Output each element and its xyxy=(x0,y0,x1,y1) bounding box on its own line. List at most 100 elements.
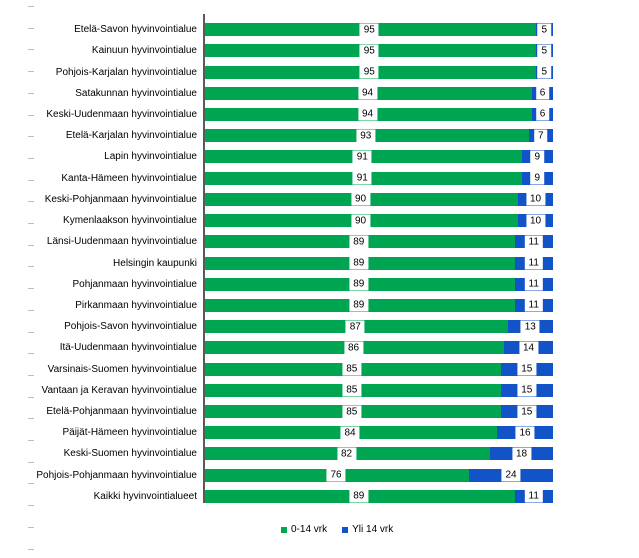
category-label: Helsingin kaupunki xyxy=(113,257,197,269)
bar-track: 95 5 xyxy=(203,44,553,58)
bar-track: 89 11 xyxy=(203,256,553,270)
value-label-yli-14-vrk: 9 xyxy=(530,150,545,164)
bar-track: 94 6 xyxy=(203,107,553,121)
edge-tick xyxy=(28,418,34,420)
category-label: Länsi-Uudenmaan hyvinvointialue xyxy=(46,236,197,248)
edge-tick xyxy=(28,266,34,268)
value-label-yli-14-vrk: 16 xyxy=(515,426,535,440)
bar-row: Kymenlaakson hyvinvointialue 90 10 xyxy=(0,210,639,231)
chart-rows: Etelä-Savon hyvinvointialue 95 5 Kainuun hy… xyxy=(0,19,639,507)
legend-swatch-icon xyxy=(342,526,349,533)
edge-tick xyxy=(28,92,34,94)
value-label-0-14-vrk: 90 xyxy=(350,192,371,206)
value-label-yli-14-vrk: 13 xyxy=(520,320,540,334)
legend: 0-14 vrk Yli 14 vrk xyxy=(281,524,393,535)
legend-item: 0-14 vrk xyxy=(281,524,327,535)
bar-track: 86 14 xyxy=(203,341,553,355)
bar-row: Pohjois-Karjalan hyvinvointialue 95 5 xyxy=(0,61,639,82)
value-label-0-14-vrk: 82 xyxy=(336,447,357,461)
edge-tick xyxy=(28,223,34,224)
category-label: Keski-Suomen hyvinvointialue xyxy=(63,448,197,460)
bar-track: 89 11 xyxy=(203,489,553,503)
value-label-0-14-vrk: 76 xyxy=(326,468,346,482)
value-label-0-14-vrk: 95 xyxy=(359,65,379,79)
bar-track: 85 15 xyxy=(203,383,553,397)
edge-tick xyxy=(28,374,34,376)
edge-tick xyxy=(28,331,34,333)
edge-tick xyxy=(28,288,34,290)
edge-tick xyxy=(28,440,34,441)
category-label: Kymenlaakson hyvinvointialue xyxy=(63,215,197,227)
edge-tick xyxy=(28,396,34,398)
edge-tick xyxy=(28,114,34,116)
value-label-0-14-vrk: 87 xyxy=(345,320,365,334)
value-label-yli-14-vrk: 14 xyxy=(518,341,539,355)
bar-row: Keski-Suomen hyvinvointialue 82 18 xyxy=(0,443,639,464)
bar-row: Vantaan ja Keravan hyvinvointialue 85 15 xyxy=(0,380,639,401)
value-label-yli-14-vrk: 10 xyxy=(525,214,546,228)
bar-row: Kaikki hyvinvointialueet 89 11 xyxy=(0,486,639,507)
bar-row: Keski-Uudenmaan hyvinvointialue 94 6 xyxy=(0,104,639,125)
value-label-yli-14-vrk: 5 xyxy=(537,44,552,58)
bar-track: 82 18 xyxy=(203,447,553,461)
value-label-0-14-vrk: 85 xyxy=(342,362,362,376)
bar-row: Lapin hyvinvointialue 91 9 xyxy=(0,146,639,167)
category-label: Keski-Uudenmaan hyvinvointialue xyxy=(46,108,197,120)
bar-row: Pohjois-Pohjanmaan hyvinvointialue 76 24 xyxy=(0,465,639,486)
value-label-0-14-vrk: 89 xyxy=(349,489,369,503)
value-label-0-14-vrk: 91 xyxy=(352,171,372,185)
category-label: Lapin hyvinvointialue xyxy=(104,151,197,163)
value-label-yli-14-vrk: 15 xyxy=(517,383,537,397)
value-label-yli-14-vrk: 11 xyxy=(524,277,543,291)
bar-row: Satakunnan hyvinvointialue 94 6 xyxy=(0,83,639,104)
value-label-yli-14-vrk: 18 xyxy=(511,447,532,461)
legend-item: Yli 14 vrk xyxy=(342,524,393,535)
value-label-yli-14-vrk: 9 xyxy=(530,171,545,185)
edge-tick xyxy=(28,526,34,528)
value-label-yli-14-vrk: 24 xyxy=(501,468,521,482)
edge-tick xyxy=(28,505,34,507)
category-label: Keski-Pohjanmaan hyvinvointialue xyxy=(44,193,197,205)
value-label-yli-14-vrk: 11 xyxy=(524,256,543,270)
category-label: Kaikki hyvinvointialueet xyxy=(93,490,197,502)
value-label-0-14-vrk: 95 xyxy=(359,23,379,37)
bar-row: Varsinais-Suomen hyvinvointialue 85 15 xyxy=(0,359,639,380)
bar-row: Päijät-Hämeen hyvinvointialue 84 16 xyxy=(0,422,639,443)
category-label: Pohjanmaan hyvinvointialue xyxy=(72,278,197,290)
bar-row: Itä-Uudenmaan hyvinvointialue 86 14 xyxy=(0,337,639,358)
bar-track: 87 13 xyxy=(203,320,553,334)
bar-track: 89 11 xyxy=(203,277,553,291)
legend-label: 0-14 vrk xyxy=(291,524,328,535)
bar-track: 76 24 xyxy=(203,468,553,482)
value-label-yli-14-vrk: 15 xyxy=(517,405,537,419)
category-label: Itä-Uudenmaan hyvinvointialue xyxy=(59,342,197,354)
value-label-yli-14-vrk: 6 xyxy=(535,86,550,100)
value-label-0-14-vrk: 94 xyxy=(357,86,378,100)
value-label-0-14-vrk: 86 xyxy=(343,341,364,355)
bar-row: Pohjanmaan hyvinvointialue 89 11 xyxy=(0,274,639,295)
category-label: Vantaan ja Keravan hyvinvointialue xyxy=(41,384,197,396)
edge-tick xyxy=(28,27,34,29)
value-label-0-14-vrk: 84 xyxy=(340,426,360,440)
value-label-0-14-vrk: 89 xyxy=(349,235,369,249)
bar-row: Pirkanmaan hyvinvointialue 89 11 xyxy=(0,295,639,316)
value-label-0-14-vrk: 91 xyxy=(352,150,372,164)
category-label: Etelä-Karjalan hyvinvointialue xyxy=(65,130,197,142)
bar-track: 84 16 xyxy=(203,426,553,440)
edge-tick xyxy=(28,353,34,355)
bar-track: 94 6 xyxy=(203,86,553,100)
bar-track: 91 9 xyxy=(203,150,553,164)
edge-tick xyxy=(28,483,34,485)
category-label: Etelä-Savon hyvinvointialue xyxy=(74,24,197,36)
value-label-0-14-vrk: 89 xyxy=(349,277,369,291)
edge-tick xyxy=(28,548,34,550)
value-label-yli-14-vrk: 5 xyxy=(537,65,552,79)
category-label: Kanta-Hämeen hyvinvointialue xyxy=(61,172,197,184)
value-label-0-14-vrk: 89 xyxy=(349,256,369,270)
bar-track: 91 9 xyxy=(203,171,553,185)
edge-tick xyxy=(28,244,34,246)
category-label: Satakunnan hyvinvointialue xyxy=(75,87,197,99)
category-label: Pirkanmaan hyvinvointialue xyxy=(75,299,197,311)
value-label-yli-14-vrk: 15 xyxy=(517,362,537,376)
